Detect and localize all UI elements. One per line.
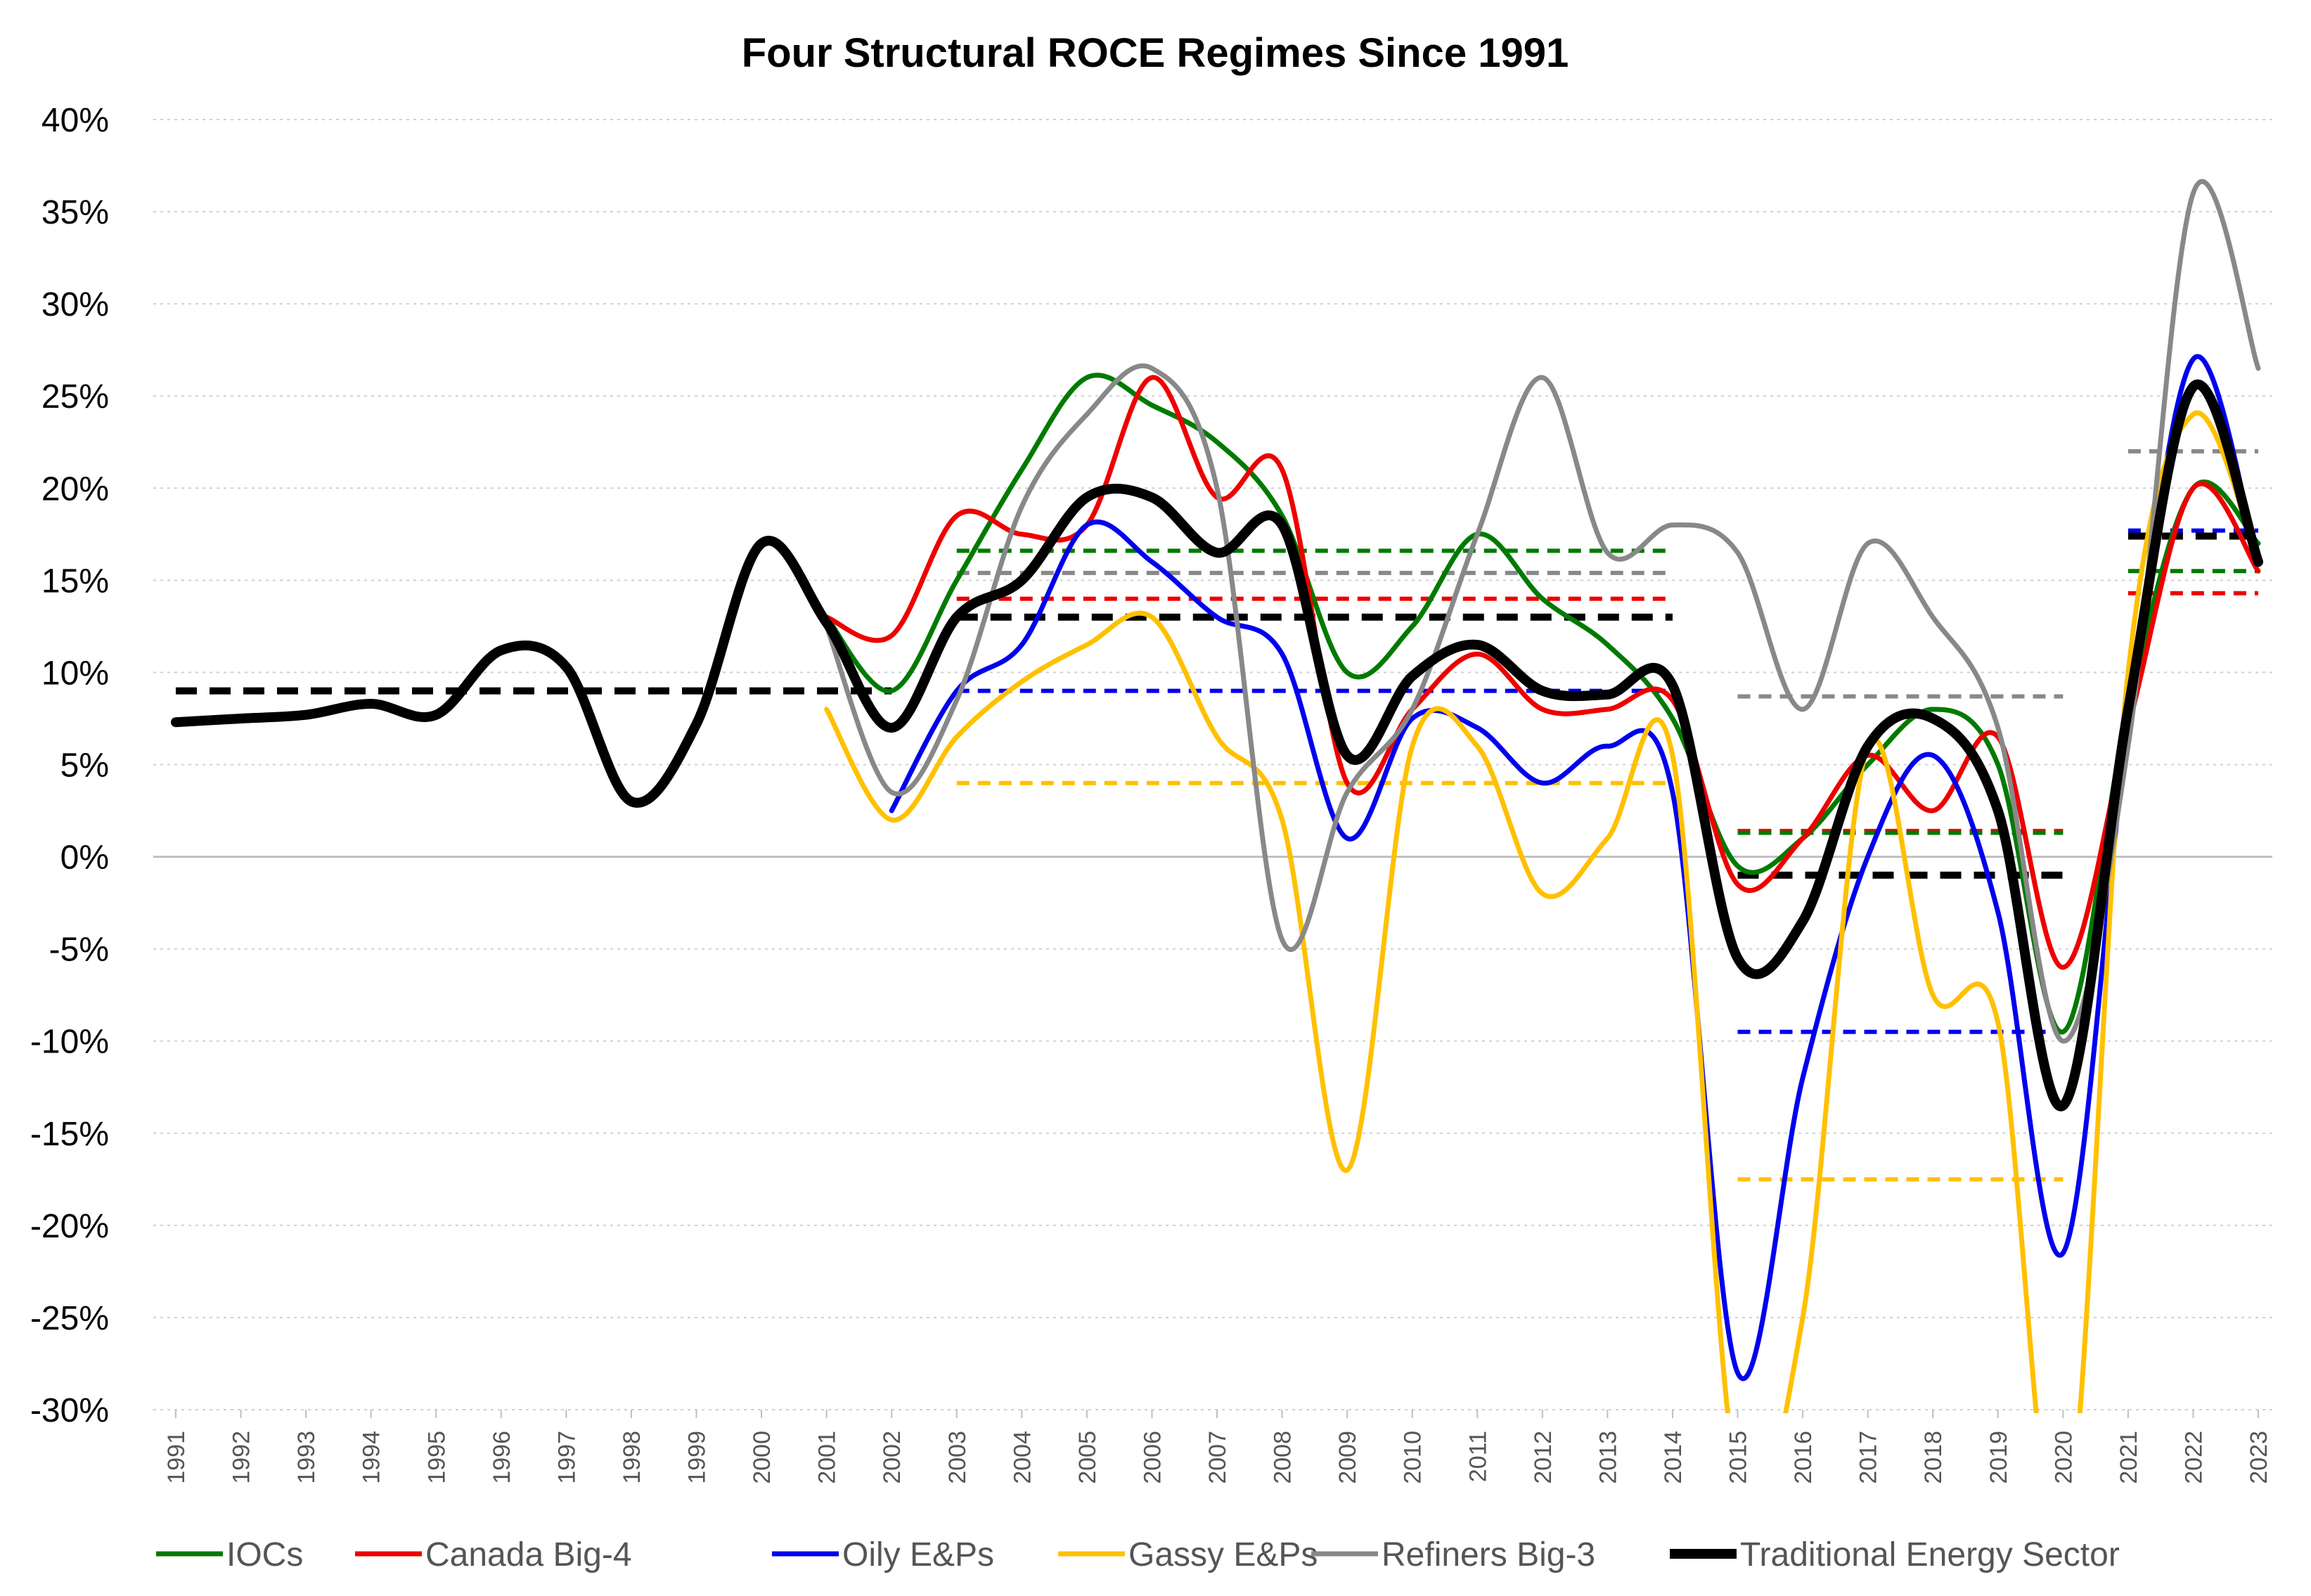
x-tick-label: 1994: [359, 1431, 385, 1484]
y-tick-label: 20%: [41, 470, 109, 508]
x-tick-label: 2001: [814, 1431, 841, 1484]
x-tick-label: 2014: [1660, 1431, 1687, 1484]
x-tick-label: 2020: [2050, 1431, 2077, 1484]
x-tick-label: 1997: [553, 1431, 580, 1484]
legend-label: Canada Big-4: [425, 1536, 632, 1574]
series-line: [824, 373, 2261, 1035]
x-tick-label: 2021: [2116, 1431, 2142, 1484]
x-tick-label: 2011: [1465, 1431, 1491, 1482]
x-tick-label: 2015: [1725, 1431, 1752, 1484]
x-tick-label: 2008: [1270, 1431, 1296, 1484]
series-line: [171, 379, 2263, 1112]
x-tick-label: 2009: [1334, 1431, 1361, 1484]
y-tick-label: 25%: [41, 378, 109, 416]
legend-label: IOCs: [226, 1536, 303, 1574]
y-tick-label: -30%: [30, 1392, 109, 1429]
x-tick-label: 2016: [1790, 1431, 1817, 1484]
x-tick-label: 1996: [489, 1431, 515, 1484]
y-tick-label: -25%: [30, 1300, 109, 1337]
y-tick-label: 15%: [41, 562, 109, 600]
x-tick-label: 2005: [1074, 1431, 1101, 1484]
x-tick-label: 1999: [684, 1431, 711, 1484]
x-tick-label: 2004: [1009, 1431, 1036, 1484]
x-tick-label: 2023: [2246, 1431, 2272, 1484]
x-tick-label: 2007: [1204, 1431, 1231, 1484]
x-tick-label: 2003: [944, 1431, 971, 1484]
x-tick-label: 1998: [619, 1431, 645, 1484]
y-tick-label: 10%: [41, 655, 109, 692]
x-tick-label: 1995: [423, 1431, 450, 1484]
chart-title: Four Structural ROCE Regimes Since 1991: [742, 30, 1569, 76]
y-tick-label: -5%: [49, 932, 109, 969]
y-tick-label: 5%: [60, 747, 109, 785]
x-tick-label: 1993: [293, 1431, 320, 1484]
y-axis-ticks: -30% -25% -20% -15% -10% -5% 0% 5% 10% 15% 20% 25% 3…: [30, 102, 109, 1429]
series-line: [824, 179, 2261, 1044]
y-tick-label: 0%: [60, 839, 109, 877]
y-tick-label: -15%: [30, 1116, 109, 1153]
series-line: [824, 410, 2261, 1413]
y-tick-label: -10%: [30, 1024, 109, 1061]
x-tick-label: 2000: [749, 1431, 775, 1484]
legend-label: Traditional Energy Sector: [1740, 1536, 2120, 1574]
gridlines: [153, 119, 2272, 1410]
legend-label: Gassy E&Ps: [1128, 1536, 1318, 1574]
x-tick-label: 2006: [1139, 1431, 1166, 1484]
x-tick-label: 2022: [2180, 1431, 2207, 1484]
x-tick-label: 2013: [1595, 1431, 1621, 1484]
x-axis-ticks: 1991 1992 1993 1994 1995 1996 1997 1998 1999 2000…: [163, 1410, 2272, 1484]
y-tick-label: 40%: [41, 102, 109, 139]
x-tick-label: 2002: [879, 1431, 906, 1484]
legend: IOCs Canada Big-4 Oily E&Ps Gassy E&Ps Refin…: [156, 1536, 2120, 1574]
x-tick-label: 2019: [1985, 1431, 2012, 1484]
regime-average-lines: [176, 449, 2258, 1182]
legend-label: Refiners Big-3: [1382, 1536, 1595, 1574]
y-tick-label: 30%: [41, 286, 109, 323]
y-tick-label: -20%: [30, 1208, 109, 1245]
x-tick-label: 1992: [228, 1431, 255, 1484]
legend-label: Oily E&Ps: [842, 1536, 994, 1574]
x-tick-label: 1991: [163, 1431, 190, 1484]
series-lines: [171, 179, 2263, 1413]
x-tick-label: 2012: [1530, 1431, 1557, 1484]
x-tick-label: 2010: [1400, 1431, 1427, 1484]
x-tick-label: 2018: [1920, 1431, 1947, 1484]
x-tick-label: 2017: [1855, 1431, 1882, 1484]
y-tick-label: 35%: [41, 194, 109, 231]
